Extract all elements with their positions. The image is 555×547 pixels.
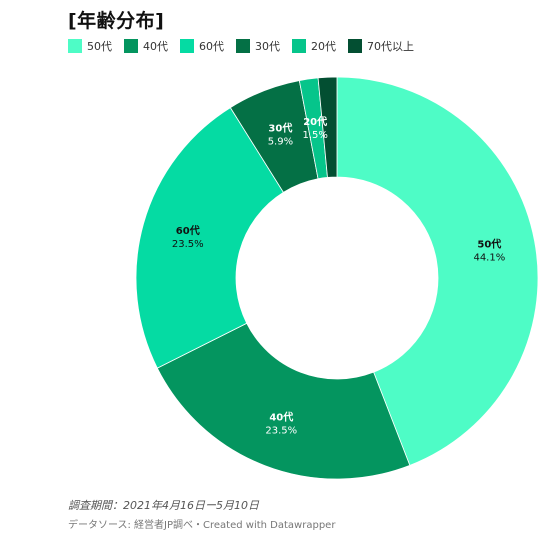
slice-value-label: 5.9% bbox=[268, 137, 293, 148]
slice-category-label: 20代 bbox=[303, 115, 327, 128]
data-source-note: データソース: 経営者JP調べ・Created with Datawrapper bbox=[68, 520, 336, 531]
legend-item: 60代 bbox=[180, 38, 224, 54]
survey-period-note: 調査期間：2021年4月16日ー5月10日 bbox=[68, 499, 259, 512]
legend-item: 30代 bbox=[236, 38, 280, 54]
legend-label: 30代 bbox=[255, 40, 280, 53]
slice-category-label: 50代 bbox=[477, 237, 501, 250]
chart-title: [年齢分布] bbox=[68, 10, 165, 32]
donut-slice bbox=[156, 322, 411, 480]
legend-swatch bbox=[124, 39, 138, 53]
legend-swatch bbox=[180, 39, 194, 53]
slice-value-label: 44.1% bbox=[473, 252, 505, 263]
legend-label: 50代 bbox=[87, 40, 112, 53]
legend-label: 20代 bbox=[311, 40, 336, 53]
donut-slice bbox=[135, 107, 284, 369]
chart-legend: 50代 40代 60代 30代 20代 70代以上 bbox=[68, 38, 426, 54]
legend-label: 40代 bbox=[143, 40, 168, 53]
legend-label: 60代 bbox=[199, 40, 224, 53]
donut-slice bbox=[336, 76, 539, 466]
legend-item: 20代 bbox=[292, 38, 336, 54]
legend-item: 40代 bbox=[124, 38, 168, 54]
legend-swatch bbox=[348, 39, 362, 53]
legend-item: 50代 bbox=[68, 38, 112, 54]
legend-swatch bbox=[236, 39, 250, 53]
legend-swatch bbox=[292, 39, 306, 53]
donut-slice bbox=[317, 76, 338, 178]
legend-item: 70代以上 bbox=[348, 38, 414, 54]
slice-value-label: 1.5% bbox=[302, 130, 327, 141]
legend-swatch bbox=[68, 39, 82, 53]
slice-category-label: 30代 bbox=[268, 122, 292, 135]
legend-label: 70代以上 bbox=[367, 40, 414, 53]
slice-category-label: 40代 bbox=[269, 411, 293, 424]
slice-value-label: 23.5% bbox=[265, 426, 297, 437]
slice-value-label: 23.5% bbox=[172, 239, 204, 250]
slice-category-label: 60代 bbox=[176, 224, 200, 237]
